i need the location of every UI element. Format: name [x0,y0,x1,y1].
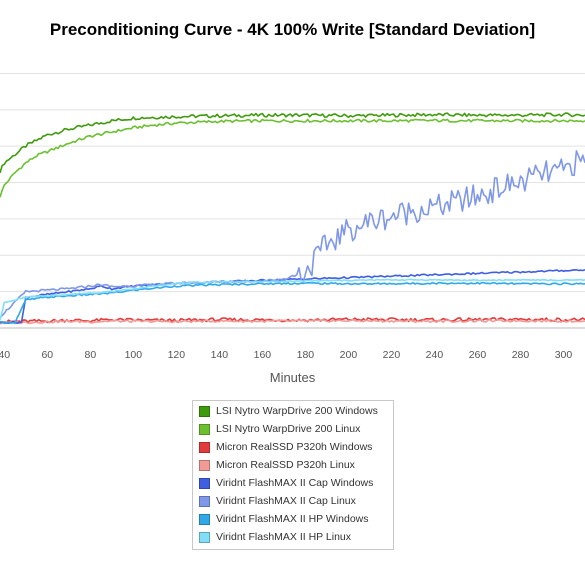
legend-swatch [199,495,210,507]
x-tick-label: 120 [168,349,186,361]
legend-label: Viridnt FlashMAX II Cap Windows [216,477,374,489]
x-tick-labels: 40 60 80 100 120 140 160 180 200 220 240 260 280 300 [0,349,572,361]
legend-label: Micron RealSSD P320h Windows [216,441,373,453]
legend-swatch [199,531,210,543]
x-tick-label: 180 [297,349,315,361]
legend-item: Viridnt FlashMAX II Cap Linux [193,492,393,510]
x-tick-label: 100 [125,349,143,361]
x-tick-label: 60 [41,349,53,361]
chart-title: Preconditioning Curve - 4K 100% Write [S… [49,20,536,39]
series-line-3 [0,318,585,325]
legend-item: Micron RealSSD P320h Linux [193,456,393,474]
legend-label: Micron RealSSD P320h Linux [216,459,355,471]
x-tick-label: 160 [254,349,272,361]
legend-swatch [199,423,210,435]
grid-lines [0,72,585,329]
legend-label: LSI Nytro WarpDrive 200 Windows [216,405,378,417]
x-tick-label: 40 [0,349,10,361]
legend-item: Viridnt FlashMAX II HP Windows [193,510,393,528]
legend-swatch [199,459,210,471]
legend-item: Viridnt FlashMAX II HP Linux [193,528,393,546]
x-tick-label: 260 [469,349,487,361]
legend-label: Viridnt FlashMAX II HP Windows [216,513,369,525]
series-line-4 [0,268,585,325]
series-line-1 [0,118,585,198]
series-line-0 [0,112,585,174]
legend-swatch [199,513,210,525]
x-tick-label: 140 [211,349,229,361]
series-line-7 [0,278,585,321]
x-tick-label: 300 [555,349,573,361]
legend-item: LSI Nytro WarpDrive 200 Linux [193,420,393,438]
legend-label: LSI Nytro WarpDrive 200 Linux [216,423,361,435]
legend: LSI Nytro WarpDrive 200 Windows LSI Nytro… [192,400,394,550]
legend-item: LSI Nytro WarpDrive 200 Windows [193,402,393,420]
series-lines [0,112,585,325]
x-tick-label: 280 [512,349,530,361]
legend-label: Viridnt FlashMAX II Cap Linux [216,495,356,507]
series-line-5 [0,150,585,319]
x-tick-label: 220 [383,349,401,361]
legend-swatch [199,477,210,489]
legend-item: Viridnt FlashMAX II Cap Windows [193,474,393,492]
x-tick-label: 80 [84,349,96,361]
x-tick-label: 200 [340,349,358,361]
legend-swatch [199,405,210,417]
x-tick-label: 240 [426,349,444,361]
legend-label: Viridnt FlashMAX II HP Linux [216,531,352,543]
legend-swatch [199,441,210,453]
x-axis-label: Minutes [269,370,316,385]
legend-item: Micron RealSSD P320h Windows [193,438,393,456]
